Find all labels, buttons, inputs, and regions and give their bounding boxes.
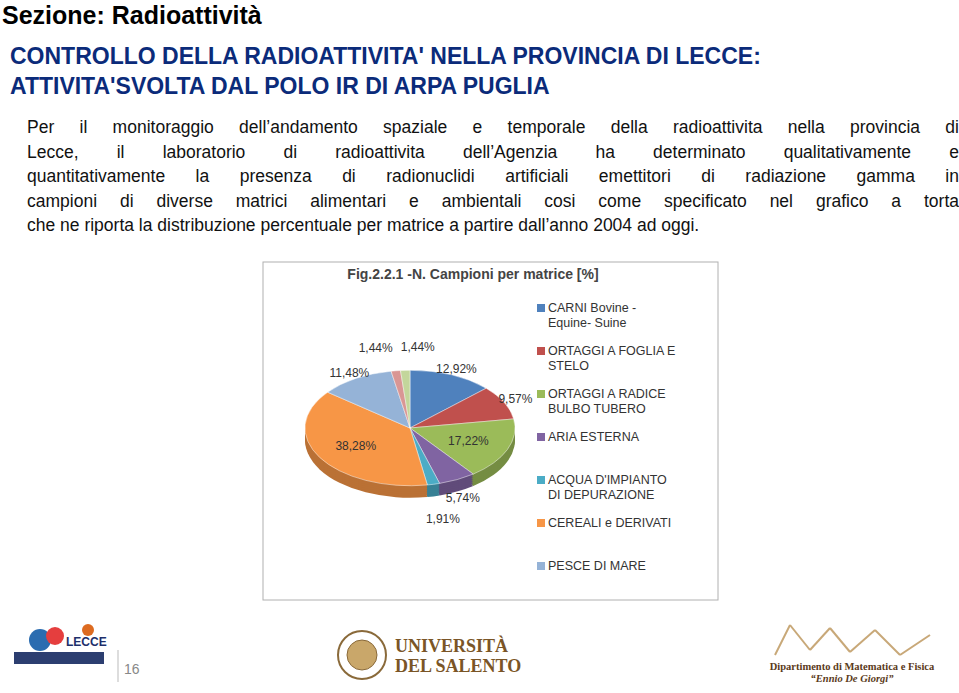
legend-label-line: PESCE DI MARE (548, 559, 646, 573)
data-label: 12,92% (436, 362, 477, 376)
legend-label-line: CEREALI e DERIVATI (548, 516, 671, 530)
logo-stroke (830, 628, 850, 652)
logo-stroke (900, 635, 930, 655)
department-name: Dipartimento di Matematica e Fisica (770, 661, 935, 672)
legend-label-line: CARNI Bovine - (548, 301, 636, 315)
title-line: ATTIVITA'SVOLTA DAL POLO IR DI ARPA PUGL… (10, 73, 550, 99)
page-number: 16 (124, 661, 140, 677)
department-name: “Ennio De Giorgi” (811, 673, 895, 684)
paragraph-line: Per il monitoraggio dell’andamento spazi… (27, 115, 959, 140)
legend-label-line: STELO (548, 359, 589, 373)
legend-label: ORTAGGI A FOGLIA ESTELO (548, 344, 675, 373)
legend-label: CARNI Bovine -Equine- Suine (548, 301, 636, 330)
crest (338, 631, 386, 679)
chart-frame (263, 262, 718, 600)
footer-rule (118, 650, 119, 682)
logo-shape (46, 627, 64, 645)
legend-swatch (537, 433, 545, 441)
chart: Fig.2.2.1 -N. Campioni per matrice [%] 12… (263, 262, 718, 600)
section-header: Sezione: Radioattività (2, 1, 262, 29)
slice (391, 370, 410, 428)
legend-swatch (537, 347, 545, 355)
slice (401, 370, 410, 428)
chart-title: Fig.2.2.1 -N. Campioni per matrice [%] (347, 266, 598, 282)
data-label: 5,74% (446, 491, 480, 505)
legend-label-line: ARIA ESTERNA (548, 430, 640, 444)
data-label: 17,22% (448, 434, 489, 448)
legend-label: ORTAGGI A RADICEBULBO TUBERO (548, 387, 666, 416)
data-label: 1,91% (426, 512, 460, 526)
footer: LECCE 16 UNIVERSITÀDEL SALENTO Dipartimento… (14, 624, 935, 684)
legend-swatch (537, 390, 545, 398)
logo-stroke (790, 625, 810, 650)
data-label: 1,44% (401, 340, 435, 354)
legend-label-line: ACQUA D'IMPIANTO (548, 473, 667, 487)
university-name: DEL SALENTO (395, 656, 521, 676)
department-logo (775, 625, 930, 655)
legend-label: CEREALI e DERIVATI (548, 516, 671, 530)
legend-swatch (537, 476, 545, 484)
logo-left-text: LECCE (66, 635, 107, 649)
pie (305, 370, 515, 486)
legend-label-line: DI DEPURAZIONE (548, 488, 654, 502)
paragraph-line: campioni di diverse matrici alimentari e… (27, 189, 959, 214)
legend-label-line: BULBO TUBERO (548, 402, 646, 416)
paragraph-line: che ne riporta la distribuzione percentu… (27, 213, 959, 238)
data-label: 38,28% (335, 439, 376, 453)
legend-swatch (537, 562, 545, 570)
university-name: UNIVERSITÀ (395, 635, 508, 656)
paragraph: Per il monitoraggio dell’andamento spazi… (27, 115, 959, 238)
data-label: 1,44% (359, 341, 393, 355)
legend-label: PESCE DI MARE (548, 559, 646, 573)
paragraph-line: quantitativamente la presenza di radionu… (27, 164, 959, 189)
slice (328, 371, 410, 428)
legend-swatch (537, 304, 545, 312)
paragraph-line: Lecce, il laboratorio di radioattivita d… (27, 140, 959, 165)
logo-stroke (810, 628, 830, 650)
logo-stroke (850, 630, 875, 652)
data-label: 11,48% (329, 366, 369, 380)
legend: CARNI Bovine -Equine- Suine ORTAGGI A FOG… (537, 301, 675, 573)
data-label: 9,57% (498, 392, 532, 406)
legend-label-line: ORTAGGI A RADICE (548, 387, 666, 401)
legend-label: ACQUA D'IMPIANTODI DEPURAZIONE (548, 473, 667, 502)
title-line: CONTROLLO DELLA RADIOATTIVITA' NELLA PRO… (10, 43, 761, 69)
logo-stroke (875, 630, 900, 655)
crest (347, 640, 377, 670)
legend-swatch (537, 519, 545, 527)
logo-shape (14, 652, 104, 664)
legend-label-line: ORTAGGI A FOGLIA E (548, 344, 675, 358)
legend-label: ARIA ESTERNA (548, 430, 640, 444)
page: Sezione: Radioattività CONTROLLO DELLA RA… (0, 0, 959, 693)
logo-stroke (775, 625, 790, 655)
legend-label-line: Equine- Suine (548, 316, 627, 330)
